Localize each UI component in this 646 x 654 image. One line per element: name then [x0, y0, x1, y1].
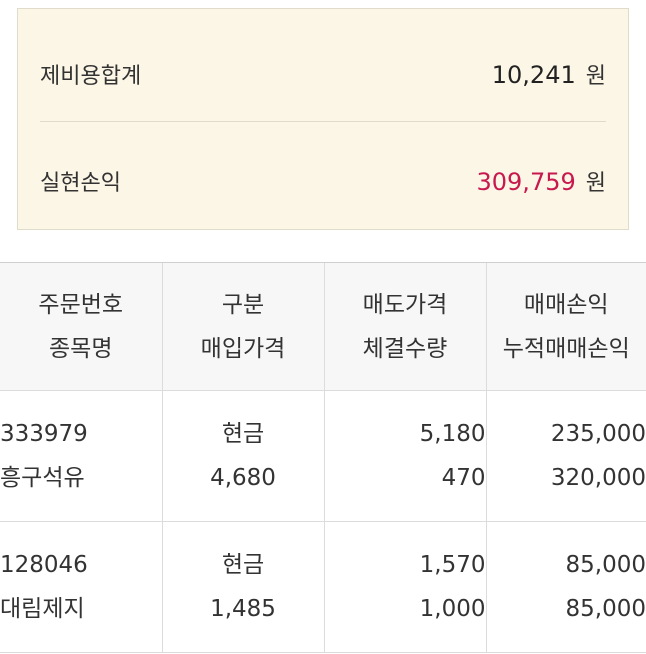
order-no: 333979 [0, 421, 88, 447]
realized-pl-row: 실현손익 309,759 원 [40, 161, 606, 201]
header-buy-price: 매입가격 [200, 335, 286, 362]
realized-pl-unit: 원 [585, 171, 606, 196]
realized-pl-value: 309,759 [476, 168, 576, 196]
fee-total-row: 제비용합계 10,241 원 [40, 54, 606, 94]
cell-pl: 85,000 85,000 [485, 521, 646, 653]
trade-type: 현금 [221, 552, 265, 578]
header-cum-pl: 누적매매손익 [502, 335, 630, 362]
fee-total-value: 10,241 [491, 61, 576, 89]
fee-total-label: 제비용합계 [40, 64, 142, 89]
header-order-stock: 주문번호 종목명 [0, 262, 162, 391]
realized-pl-amount: 309,759 원 [477, 165, 607, 197]
trade-pl: 85,000 [565, 552, 646, 578]
buy-price: 1,485 [210, 596, 276, 622]
quantity: 470 [441, 465, 486, 491]
fee-total-unit: 원 [585, 64, 606, 89]
header-trade-pl: 매매손익 [523, 291, 609, 318]
fee-total-amount: 10,241 원 [492, 58, 606, 90]
summary-divider [40, 121, 606, 122]
table-row[interactable]: 128046 대림제지 현금 1,485 1,570 1,000 85,000 … [0, 521, 646, 653]
cell-order-stock: 333979 흥구석유 [0, 390, 162, 522]
stock-name: 흥구석유 [0, 465, 85, 491]
cell-type-buy: 현금 1,485 [161, 521, 324, 653]
header-order-no: 주문번호 [38, 291, 124, 318]
trade-type: 현금 [221, 421, 265, 447]
cell-type-buy: 현금 4,680 [161, 390, 324, 522]
cell-order-stock: 128046 대림제지 [0, 521, 162, 653]
header-type: 구분 [221, 291, 265, 318]
summary-panel: 제비용합계 10,241 원 실현손익 309,759 원 [17, 8, 629, 230]
realized-pl-label: 실현손익 [40, 171, 121, 196]
cell-sell-qty: 5,180 470 [323, 390, 486, 522]
header-pl: 매매손익 누적매매손익 [485, 262, 646, 391]
quantity: 1,000 [419, 596, 486, 622]
stock-name: 대림제지 [0, 596, 85, 622]
order-no: 128046 [0, 552, 88, 578]
buy-price: 4,680 [210, 465, 276, 491]
header-sell-price: 매도가격 [362, 291, 448, 318]
trade-table: 주문번호 종목명 구분 매입가격 매도가격 체결수량 매매손익 누적매매손익 3… [0, 262, 646, 653]
table-header-row: 주문번호 종목명 구분 매입가격 매도가격 체결수량 매매손익 누적매매손익 [0, 262, 646, 391]
cell-pl: 235,000 320,000 [485, 390, 646, 522]
header-quantity: 체결수량 [362, 335, 448, 362]
header-type-buy: 구분 매입가격 [161, 262, 324, 391]
sell-price: 5,180 [419, 421, 486, 447]
table-row[interactable]: 333979 흥구석유 현금 4,680 5,180 470 235,000 3… [0, 390, 646, 522]
sell-price: 1,570 [419, 552, 486, 578]
cum-pl: 85,000 [565, 596, 646, 622]
header-sell-qty: 매도가격 체결수량 [323, 262, 486, 391]
header-stock-name: 종목명 [49, 335, 113, 362]
cum-pl: 320,000 [550, 465, 646, 491]
trade-pl: 235,000 [550, 421, 646, 447]
cell-sell-qty: 1,570 1,000 [323, 521, 486, 653]
